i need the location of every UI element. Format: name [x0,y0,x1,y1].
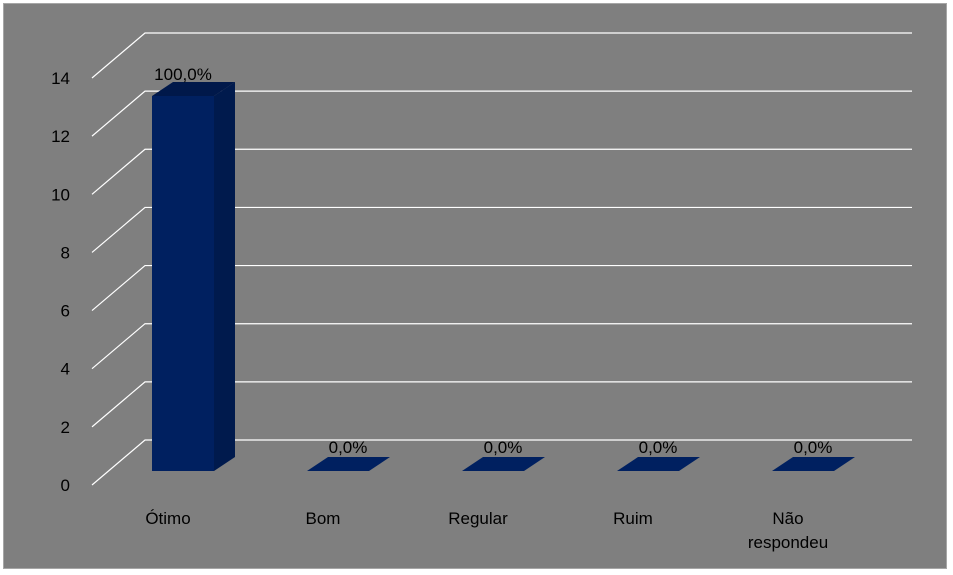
y-tick-label: 10 [51,185,70,204]
y-tick-label: 8 [61,243,70,262]
bar-top [462,457,545,471]
y-tick-label: 12 [51,127,70,146]
gridline [91,439,912,486]
bar-front [152,96,214,471]
bar [772,457,855,471]
y-tick-label: 2 [61,418,70,437]
bar-top [307,457,390,471]
x-category-label: Regular [448,509,508,528]
bar-top [617,457,700,471]
x-axis-categories: Ótimo Bom Regular Ruim Não respondeu [145,509,828,552]
bars [152,82,855,471]
data-labels: 100,0% 0,0% 0,0% 0,0% 0,0% [154,65,832,457]
y-axis-ticks: 0 2 4 6 8 10 12 14 [51,69,70,495]
y-tick-label: 14 [51,69,70,88]
data-label: 0,0% [484,438,523,457]
x-category-label: Ótimo [145,509,190,528]
gridline [91,381,912,428]
data-label: 0,0% [794,438,833,457]
y-tick-label: 4 [61,360,70,379]
bar [307,457,390,471]
bar [152,82,235,471]
data-label: 0,0% [639,438,678,457]
bar-side [214,82,235,471]
gridline [91,148,912,195]
y-tick-label: 6 [61,302,70,321]
bar-top [772,457,855,471]
gridline [91,264,912,312]
x-category-label: Não [772,509,803,528]
y-tick-label: 0 [61,476,70,495]
data-label: 0,0% [329,438,368,457]
gridline [91,206,912,253]
gridline [91,32,912,79]
gridline [91,90,912,137]
bar [462,457,545,471]
bar [617,457,700,471]
gridlines [91,32,912,486]
bar-top [152,82,235,96]
data-label: 100,0% [154,65,212,84]
x-category-label: respondeu [748,533,828,552]
gridline [91,323,912,370]
x-category-label: Ruim [613,509,653,528]
x-category-label: Bom [306,509,341,528]
